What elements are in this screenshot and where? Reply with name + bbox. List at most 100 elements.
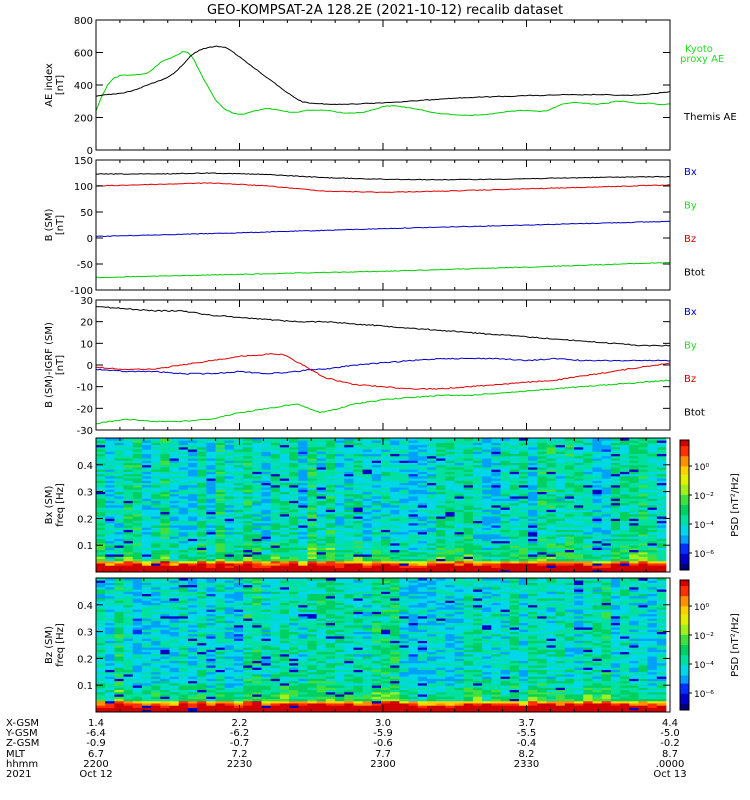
- spectrogram-cell: [491, 440, 501, 443]
- spectrogram-cell: [436, 482, 446, 486]
- spectrogram-cell: [307, 496, 318, 499]
- spectrogram-cell: [224, 687, 235, 691]
- spectrogram-cell: [224, 551, 235, 555]
- spectrogram-cell: [574, 518, 584, 522]
- spectrogram-cell: [500, 531, 511, 535]
- spectrogram-cell: [141, 611, 152, 615]
- spectrogram-cell: [289, 545, 299, 548]
- spectrogram-cell: [160, 660, 170, 664]
- spectrogram-cell: [592, 469, 603, 472]
- spectrogram-cell: [114, 451, 124, 455]
- spectrogram-cell: [500, 489, 511, 492]
- spectrogram-cell: [564, 455, 575, 459]
- spectrogram-cell: [215, 540, 226, 544]
- spectrogram-cell: [574, 502, 584, 506]
- spectrogram-cell: [574, 460, 584, 463]
- spectrogram-cell: [656, 518, 667, 522]
- spectrogram-cell: [408, 449, 419, 452]
- spectrogram-cell: [454, 460, 465, 463]
- spectrogram-cell: [463, 500, 474, 504]
- spectrogram-cell: [307, 569, 318, 573]
- spectrogram-cell: [482, 460, 492, 463]
- spectrogram-cell: [518, 484, 529, 488]
- spectrogram-cell: [638, 522, 649, 526]
- spectrogram-cell: [169, 522, 180, 526]
- spectrogram-cell: [206, 633, 216, 637]
- spectrogram-cell: [114, 696, 124, 699]
- spectrogram-cell: [537, 449, 547, 452]
- spectrogram-cell: [261, 518, 272, 522]
- spectrogram-cell: [454, 547, 465, 551]
- spectrogram-cell: [390, 551, 400, 555]
- series-line: [95, 220, 671, 238]
- spectrogram-cell: [215, 703, 226, 706]
- spectrogram-cell: [325, 471, 336, 475]
- spectrogram-cell: [528, 525, 538, 528]
- spectrogram-cell: [141, 549, 152, 553]
- spectrogram-cell: [537, 491, 547, 495]
- spectrogram-cell: [289, 442, 299, 446]
- spectrogram-cell: [178, 674, 189, 677]
- spectrogram-cell: [243, 558, 253, 562]
- spectrogram-cell: [289, 489, 299, 492]
- spectrogram-cell: [408, 478, 419, 481]
- spectrogram-cell: [224, 475, 235, 479]
- spectrogram-cell: [601, 500, 612, 504]
- spectrogram-cell: [601, 478, 612, 481]
- spectrogram-cell: [316, 473, 327, 477]
- spectrogram-cell: [123, 540, 134, 544]
- spectrogram-cell: [574, 511, 584, 515]
- spectrogram-cell: [169, 487, 180, 490]
- spectrogram-cell: [96, 633, 106, 637]
- spectrogram-cell: [656, 440, 667, 443]
- spectrogram-cell: [399, 475, 409, 479]
- spectrogram-cell: [371, 467, 382, 470]
- spectrogram-cell: [261, 536, 272, 539]
- spectrogram-cell: [279, 484, 290, 488]
- spectrogram-cell: [463, 475, 474, 479]
- spectrogram-cell: [647, 563, 658, 566]
- spectrogram-cell: [518, 538, 529, 542]
- spectrogram-cell: [105, 649, 115, 653]
- spectrogram-cell: [123, 618, 134, 621]
- spectrogram-cell: [114, 604, 124, 608]
- spectrogram-cell: [298, 538, 308, 542]
- spectrogram-cell: [399, 536, 409, 539]
- spectrogram-cell: [491, 502, 501, 506]
- spectrogram-cell: [601, 563, 612, 566]
- spectrogram-cell: [261, 467, 272, 470]
- spectrogram-cell: [123, 440, 134, 443]
- spectrogram-cell: [197, 662, 207, 666]
- spectrogram-cell: [436, 560, 446, 564]
- spectrogram-cell: [482, 442, 492, 446]
- spectrogram-cell: [426, 487, 437, 490]
- spectrogram-cell: [583, 540, 593, 544]
- spectrogram-cell: [298, 460, 308, 463]
- spectrogram-cell: [426, 529, 437, 533]
- spectrogram-cell: [114, 642, 124, 646]
- spectrogram-cell: [528, 464, 538, 468]
- spectrogram-cell: [96, 649, 106, 653]
- spectrogram-cell: [105, 489, 115, 492]
- spectrogram-cell: [528, 489, 538, 492]
- spectrogram-cell: [509, 540, 520, 544]
- spectrogram-cell: [592, 516, 603, 519]
- spectrogram-cell: [371, 453, 382, 457]
- spectrogram-cell: [187, 475, 198, 479]
- spectrogram-cell: [344, 554, 354, 557]
- spectrogram-cell: [381, 458, 391, 461]
- spectrogram-cell: [105, 540, 115, 544]
- spectrogram-cell: [105, 442, 115, 446]
- spectrogram-cell: [215, 647, 226, 650]
- spectrogram-cell: [528, 531, 538, 535]
- spectrogram-cell: [206, 611, 216, 615]
- spectrogram-cell: [160, 607, 170, 610]
- spectrogram-cell: [233, 498, 244, 501]
- spectrogram-cell: [426, 462, 437, 466]
- spectrogram-cell: [399, 487, 409, 490]
- spectrogram-cell: [224, 556, 235, 559]
- spectrogram-cell: [399, 558, 409, 562]
- spectrogram-cell: [151, 567, 161, 571]
- spectrogram-cell: [114, 453, 124, 457]
- spectrogram-cell: [206, 478, 216, 481]
